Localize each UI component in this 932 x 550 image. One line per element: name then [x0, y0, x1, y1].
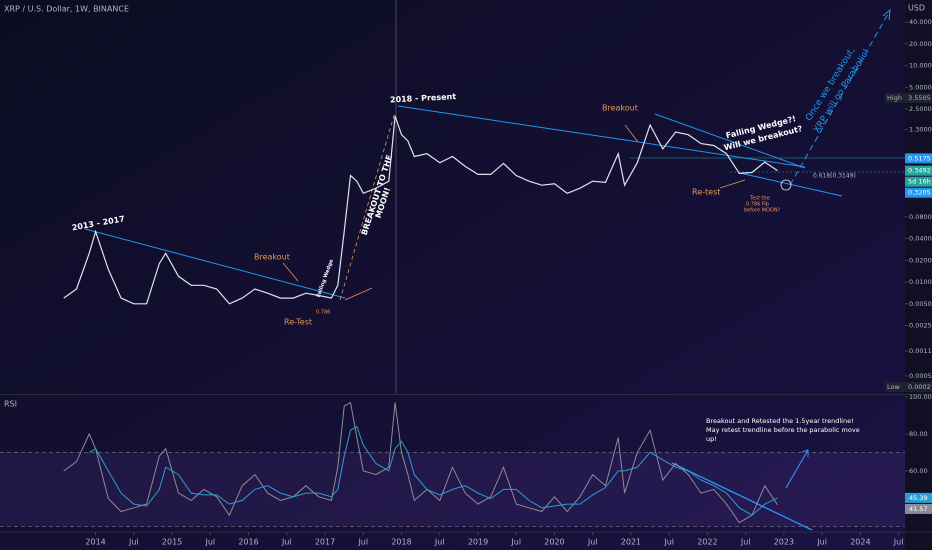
rsi-title: RSI	[4, 400, 17, 409]
extreme-tag: High	[887, 94, 902, 102]
rsi-value: 45.39	[909, 494, 928, 502]
x-tick-label: Jul	[357, 538, 368, 547]
y-tick-label: 1.3000	[909, 125, 932, 133]
x-tick-label: Jul	[510, 538, 521, 547]
rsi-value-bg	[905, 492, 932, 503]
x-tick-label: 2015	[162, 538, 182, 547]
arrowhead	[801, 449, 809, 457]
extreme-value: 3.5505	[908, 94, 931, 102]
y-tick-label: 100.00	[909, 393, 932, 401]
orange-marks	[282, 111, 746, 301]
x-tick-label: 2016	[238, 538, 258, 547]
rsi-value: 41.57	[909, 505, 928, 513]
arrow	[282, 262, 299, 282]
y-tick-label: 0.0025	[909, 321, 932, 329]
x-tick-label: Jul	[893, 538, 904, 547]
x-tick-label: 2024	[850, 538, 870, 547]
x-tick-label: 2022	[697, 538, 717, 547]
rsi-note: May retest trendline before the paraboli…	[706, 426, 860, 434]
y-tick-label: 0.0200	[909, 256, 932, 264]
y-tick-label: 0.0050	[909, 300, 932, 308]
rsi-trendline	[671, 462, 813, 531]
y-tick-label: 60.00	[909, 467, 928, 475]
annotation: Re-test	[692, 188, 720, 197]
price-label-bg	[905, 187, 932, 198]
trendlines	[84, 8, 905, 531]
y-tick-label: 20.0000	[909, 40, 932, 48]
series-line	[63, 115, 778, 305]
x-tick-label: 2017	[315, 538, 335, 547]
series-line	[63, 401, 778, 524]
y-tick-label: 0.0005	[909, 372, 932, 380]
x-tick-label: 2018	[391, 538, 411, 547]
annotation: before MOON?	[744, 208, 781, 214]
trendline	[654, 113, 806, 169]
x-tick-label: Jul	[434, 538, 445, 547]
trendline	[397, 105, 806, 168]
y-tick-label: 0.0100	[909, 278, 932, 286]
x-tick-label: 2021	[621, 538, 641, 547]
y-tick-label: 0.0400	[909, 235, 932, 243]
x-tick-label: 2020	[544, 538, 564, 547]
trendline	[84, 228, 346, 299]
annotation: 0.618(0.3149)	[813, 173, 856, 180]
y-tick-label: 2.5000	[909, 105, 932, 113]
annotation: 0.786 Fib	[746, 202, 769, 208]
series-line	[88, 425, 778, 516]
rsi-note: Breakout and Retested the 1.5year trendl…	[706, 417, 854, 425]
x-tick-label: Jul	[816, 538, 827, 547]
y-tick-label: 0.0011	[909, 347, 932, 355]
extreme-bg	[885, 382, 932, 392]
price-label-bg	[905, 153, 932, 164]
x-tick-label: Jul	[128, 538, 139, 547]
extreme-tag: Low	[887, 383, 900, 391]
currency: USD	[908, 4, 925, 13]
x-tick-label: Jul	[204, 538, 215, 547]
y-tick-label: 40.0000	[909, 18, 932, 26]
annotation: Breakout	[254, 253, 290, 262]
annotation: Re-Test	[284, 318, 312, 327]
price-label-bg	[905, 165, 932, 176]
countdown-bg	[905, 176, 932, 187]
price-label: 0.3205	[908, 189, 931, 197]
target-circle	[780, 179, 792, 191]
x-tick-label: Jul	[587, 538, 598, 547]
rsi-arrow	[785, 449, 809, 489]
rsi-note: up!	[706, 435, 717, 443]
countdown: 5d 16h	[908, 178, 931, 186]
extreme-value: 0.0002	[908, 383, 931, 391]
arrow	[344, 287, 373, 301]
x-tick-label: 2014	[85, 538, 105, 547]
x-tick-label: Jul	[740, 538, 751, 547]
x-tick-label: 2023	[774, 538, 794, 547]
annotation: 2018 - Present	[390, 92, 457, 104]
price-axis-panel	[905, 0, 932, 550]
y-tick-label: 0.0800	[909, 213, 932, 221]
y-tick-label: 80.00	[909, 430, 928, 438]
annotation: Test the	[749, 196, 770, 202]
extreme-bg	[885, 93, 932, 104]
y-tick-label: 10.0000	[909, 62, 932, 70]
arrow	[624, 124, 639, 143]
y-tick-label: 5.0000	[909, 83, 932, 91]
annotation: Breakout	[602, 104, 638, 113]
symbol: XRP / U.S. Dollar, 1W, BINANCE	[4, 5, 129, 14]
x-tick-label: Jul	[663, 538, 674, 547]
projection	[789, 13, 889, 186]
x-tick-label: 2019	[468, 538, 488, 547]
price-label: 0.3492	[908, 167, 931, 175]
price-label: 0.5175	[908, 154, 931, 162]
x-tick-label: Jul	[281, 538, 292, 547]
annotation: 0.786	[316, 310, 330, 316]
moon-path	[339, 111, 396, 301]
rsi-value-bg	[905, 503, 932, 514]
arrowhead	[882, 8, 891, 21]
arrow	[719, 179, 746, 189]
